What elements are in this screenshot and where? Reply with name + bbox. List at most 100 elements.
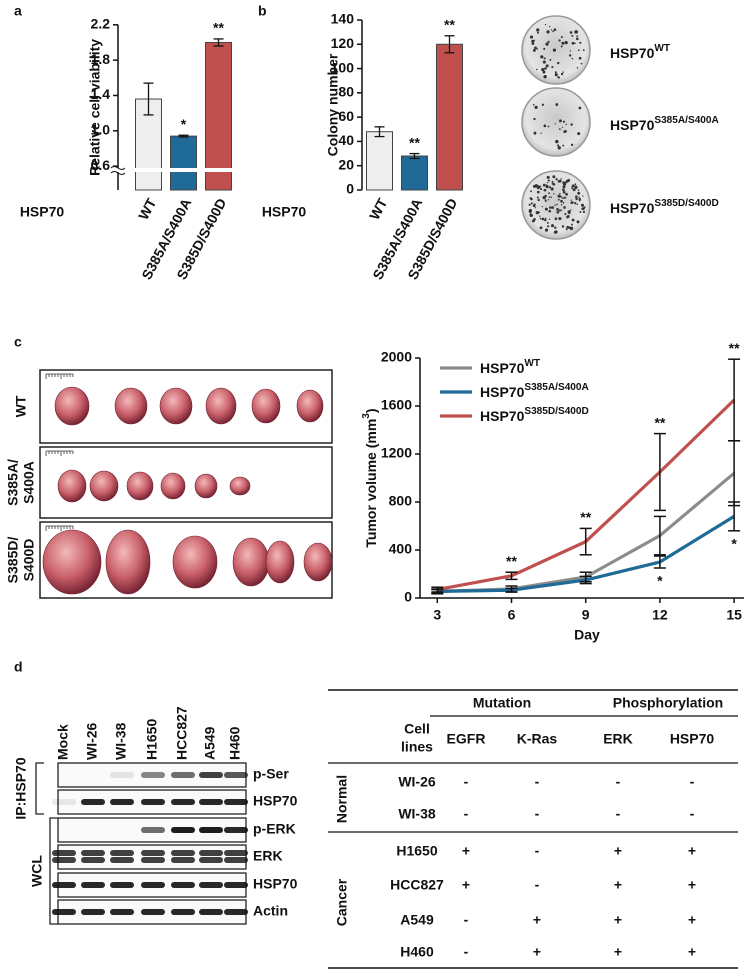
colony: [575, 195, 578, 198]
colony: [551, 224, 555, 228]
colony: [544, 194, 547, 198]
table-cell: +: [688, 843, 696, 859]
colony: [557, 198, 560, 201]
bar: [401, 155, 428, 191]
significance: *: [181, 116, 187, 132]
blot-band: [81, 799, 105, 805]
colony: [547, 125, 550, 128]
colony-label-sup: WT: [654, 43, 671, 54]
colony: [561, 225, 565, 228]
table-cell: +: [614, 912, 622, 928]
colony: [562, 197, 565, 200]
blot-band: [171, 882, 195, 888]
colony: [576, 35, 579, 38]
colony-label: HSP70WT: [610, 43, 671, 61]
colony: [544, 199, 547, 201]
colony: [529, 213, 532, 216]
table-column-header: HSP70: [670, 731, 715, 747]
blot-group-label: WCL: [29, 855, 45, 887]
blot-band: [141, 827, 165, 833]
panel-label: a: [14, 3, 22, 19]
row-label: S385D/: [5, 537, 21, 584]
colony: [534, 105, 538, 109]
colony: [582, 210, 586, 214]
blot-band: [199, 850, 223, 856]
colony: [538, 211, 541, 214]
table-cell: +: [688, 944, 696, 960]
y-axis-label-main: Tumor volume (mm: [363, 419, 379, 548]
blot-band: [171, 909, 195, 915]
colony: [550, 187, 554, 191]
colony: [528, 203, 531, 206]
colony: [565, 192, 568, 196]
colony: [571, 187, 574, 190]
legend-label: HSP70S385A/S400A: [480, 382, 590, 400]
x-tick-label: 3: [433, 607, 441, 623]
colony: [554, 217, 558, 220]
table-cell: -: [616, 806, 621, 822]
blot-band: [224, 882, 248, 888]
blot-band: [171, 799, 195, 805]
colony: [555, 178, 558, 181]
colony: [564, 129, 567, 133]
table-cell: -: [535, 877, 540, 893]
colony: [560, 209, 563, 211]
legend-label-sup: WT: [524, 358, 541, 369]
colony: [576, 67, 579, 69]
colony: [557, 144, 560, 147]
colony: [574, 42, 576, 45]
tumor: [265, 540, 295, 584]
blot-band: [224, 827, 248, 833]
colony: [542, 183, 546, 187]
legend-label-sup: S385A/S400A: [524, 382, 589, 393]
axis-break-mark: [110, 166, 126, 175]
colony-label-sup: S385D/S400D: [654, 198, 718, 209]
lane-label: Mock: [55, 724, 71, 760]
table-cell: +: [533, 912, 541, 928]
colony: [530, 202, 533, 205]
tumor: [296, 389, 324, 423]
blot-band: [110, 857, 134, 863]
tumor: [229, 476, 251, 496]
panel-label: c: [14, 334, 22, 350]
blot-band: [52, 850, 76, 856]
bar: [366, 131, 393, 191]
table-group-header: Phosphorylation: [613, 695, 723, 711]
colony: [574, 201, 577, 205]
colony: [563, 206, 566, 209]
table-cell: +: [688, 877, 696, 893]
colony: [554, 71, 557, 74]
colony: [548, 186, 551, 189]
significance: *: [657, 573, 663, 589]
significance: **: [506, 553, 517, 569]
blot-row-label: p-Ser: [253, 766, 289, 782]
table-row-header: H460: [400, 944, 434, 960]
colony: [539, 215, 541, 217]
blot-band: [224, 909, 248, 915]
group-bracket: [35, 762, 44, 815]
panel-label: b: [258, 3, 267, 19]
blot-row-label: HSP70: [253, 876, 298, 892]
legend-label: HSP70WT: [480, 358, 541, 376]
blot-band: [110, 850, 134, 856]
colony: [562, 190, 566, 194]
tumor: [205, 387, 237, 425]
colony: [577, 49, 580, 52]
colony: [560, 178, 562, 180]
colony: [531, 219, 535, 223]
colony: [533, 39, 535, 42]
colony: [559, 119, 562, 123]
blot-row-label: p-ERK: [253, 821, 296, 837]
table-cell: +: [462, 877, 470, 893]
colony: [565, 123, 568, 126]
colony: [582, 195, 584, 197]
y-axis-label: Colony number: [325, 53, 341, 156]
y-tick-label: 100: [331, 59, 355, 75]
colony: [541, 205, 543, 208]
colony: [541, 217, 545, 221]
colony-label-main: HSP70: [610, 200, 655, 216]
colony: [574, 183, 577, 186]
colony: [544, 219, 547, 221]
colony: [568, 212, 571, 215]
